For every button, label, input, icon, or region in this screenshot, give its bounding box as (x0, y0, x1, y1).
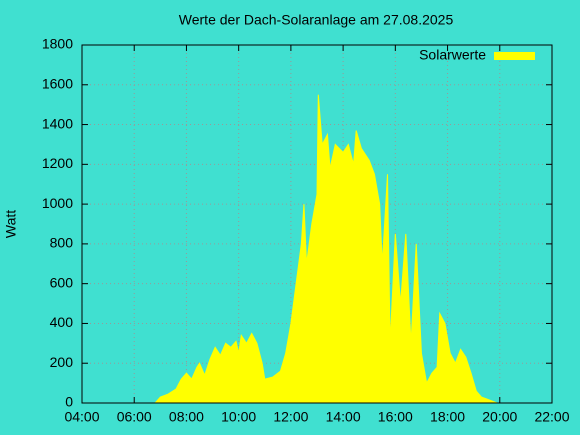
x-tick-label: 18:00 (430, 409, 465, 425)
x-tick-label: 20:00 (482, 409, 517, 425)
chart-title: Werte der Dach-Solaranlage am 27.08.2025 (179, 12, 454, 28)
x-tick-label: 06:00 (117, 409, 152, 425)
x-tick-label: 14:00 (326, 409, 361, 425)
y-tick-label: 1400 (42, 115, 73, 131)
y-tick-label: 0 (65, 394, 73, 410)
legend-swatch (494, 52, 535, 60)
x-tick-label: 16:00 (378, 409, 413, 425)
y-tick-label: 200 (50, 354, 74, 370)
y-tick-label: 800 (50, 235, 74, 251)
y-tick-label: 1000 (42, 195, 73, 211)
legend-label: Solarwerte (419, 47, 486, 63)
y-tick-label: 1800 (42, 36, 73, 52)
y-tick-label: 1200 (42, 155, 73, 171)
y-axis-label: Watt (3, 210, 19, 238)
y-tick-label: 1600 (42, 75, 73, 91)
plot-frame (81, 44, 553, 404)
x-tick-label: 10:00 (221, 409, 256, 425)
y-tick-label: 600 (50, 274, 74, 290)
x-tick-label: 04:00 (64, 409, 99, 425)
x-tick-label: 12:00 (273, 409, 308, 425)
area (154, 94, 498, 404)
x-tick-label: 22:00 (534, 409, 569, 425)
x-tick-label: 08:00 (169, 409, 204, 425)
y-tick-label: 400 (50, 314, 74, 330)
